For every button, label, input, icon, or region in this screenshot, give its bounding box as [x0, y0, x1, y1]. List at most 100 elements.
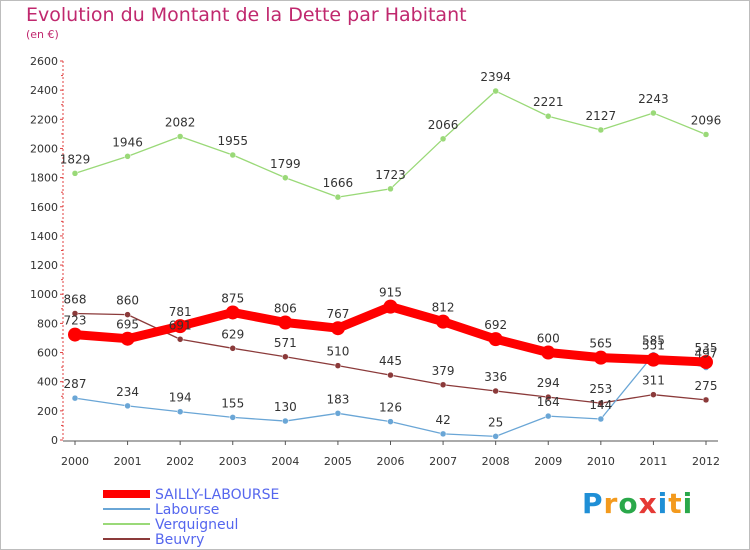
logo-letter: P	[582, 487, 604, 520]
data-label: 155	[221, 396, 244, 410]
data-label: 535	[695, 341, 718, 355]
data-point	[68, 327, 82, 342]
data-label: 253	[589, 382, 612, 396]
data-label: 691	[169, 318, 192, 332]
data-point	[541, 345, 556, 360]
data-label: 194	[169, 391, 192, 405]
data-label: 875	[221, 291, 244, 305]
data-label: 164	[537, 395, 560, 409]
x-tick-label: 2000	[61, 455, 89, 468]
data-point	[282, 353, 289, 361]
chart-title: Evolution du Montant de la Dette par Hab…	[26, 4, 467, 26]
y-tick-label: 2000	[30, 142, 58, 155]
data-label: 1666	[323, 176, 354, 190]
data-point	[282, 174, 289, 182]
data-label: 379	[432, 364, 455, 378]
data-label: 915	[379, 286, 402, 300]
logo-letter: i	[657, 487, 669, 520]
data-label: 294	[537, 376, 560, 390]
data-point	[492, 387, 499, 395]
data-label: 275	[695, 379, 718, 393]
data-point	[334, 410, 342, 417]
y-tick-label: 1400	[30, 230, 58, 243]
data-point	[545, 393, 552, 401]
data-point	[383, 299, 398, 314]
axes: 0 200 400 600 800 1000 1200 1400 1600 1800 2000 220…	[30, 55, 720, 468]
data-point	[176, 133, 184, 140]
data-point	[436, 314, 451, 329]
data-point	[702, 396, 710, 404]
y-tick-label: 1200	[30, 259, 58, 272]
x-tick-label: 2012	[692, 455, 720, 468]
data-point	[650, 391, 657, 398]
data-point	[71, 394, 79, 402]
x-tick-label: 2002	[166, 455, 194, 468]
data-label: 781	[169, 305, 192, 319]
data-point	[387, 418, 394, 425]
data-point	[597, 415, 605, 423]
data-point	[646, 352, 661, 367]
data-point	[439, 430, 447, 438]
data-point	[387, 371, 394, 379]
legend-label: Beuvry	[155, 532, 204, 548]
logo-letter: r	[603, 487, 619, 520]
data-label: 183	[326, 392, 349, 406]
data-point	[488, 332, 503, 347]
data-label: 695	[116, 318, 139, 332]
y-tick-label: 2400	[30, 84, 58, 97]
data-point	[334, 362, 342, 369]
data-label: 585	[642, 334, 665, 348]
x-tick-label: 2009	[534, 455, 562, 468]
data-label: 2243	[638, 92, 669, 106]
data-point	[702, 131, 710, 138]
data-point	[545, 412, 552, 420]
logo-letter: x	[638, 487, 658, 520]
data-label: 336	[484, 370, 507, 384]
proxiti-logo: Proxiti	[582, 487, 693, 520]
legend-label: Verquigneul	[155, 517, 238, 533]
data-point	[71, 310, 79, 317]
legend-label: Labourse	[155, 502, 219, 518]
data-point	[229, 345, 236, 352]
data-label: 42	[435, 413, 450, 427]
data-label: 311	[642, 374, 665, 388]
data-point	[597, 399, 605, 407]
data-point	[278, 315, 293, 330]
data-label: 510	[326, 345, 349, 359]
data-point	[387, 185, 394, 193]
data-label: 1799	[270, 157, 301, 171]
logo-letter: t	[668, 487, 683, 520]
data-point	[492, 433, 499, 440]
data-label: 25	[488, 415, 503, 429]
data-label: 497	[695, 347, 718, 361]
data-label: 1829	[60, 152, 91, 166]
x-tick-label: 2006	[377, 455, 405, 468]
data-label: 1946	[112, 135, 143, 149]
data-label: 571	[274, 336, 297, 350]
data-point	[173, 319, 188, 334]
data-label: 287	[64, 377, 87, 391]
data-point	[225, 305, 240, 320]
x-tick-label: 2003	[219, 455, 247, 468]
legend-label: SAILLY-LABOURSE	[155, 487, 279, 503]
y-tick-label: 1600	[30, 201, 58, 214]
data-label: 860	[116, 294, 139, 308]
chart-subtitle: (en €)	[26, 28, 59, 41]
logo-letter: i	[682, 487, 694, 520]
x-tick-label: 2005	[324, 455, 352, 468]
data-point	[282, 417, 289, 425]
y-tick-label: 400	[37, 376, 58, 389]
data-label: 565	[589, 337, 612, 351]
data-label: 2066	[428, 118, 459, 132]
data-point	[120, 331, 135, 346]
data-point	[439, 381, 447, 389]
data-point	[229, 151, 236, 159]
data-label: 1723	[375, 168, 406, 182]
x-tick-label: 2011	[639, 455, 667, 468]
data-point	[597, 126, 605, 134]
data-label: 723	[64, 314, 87, 328]
data-point	[699, 355, 713, 370]
